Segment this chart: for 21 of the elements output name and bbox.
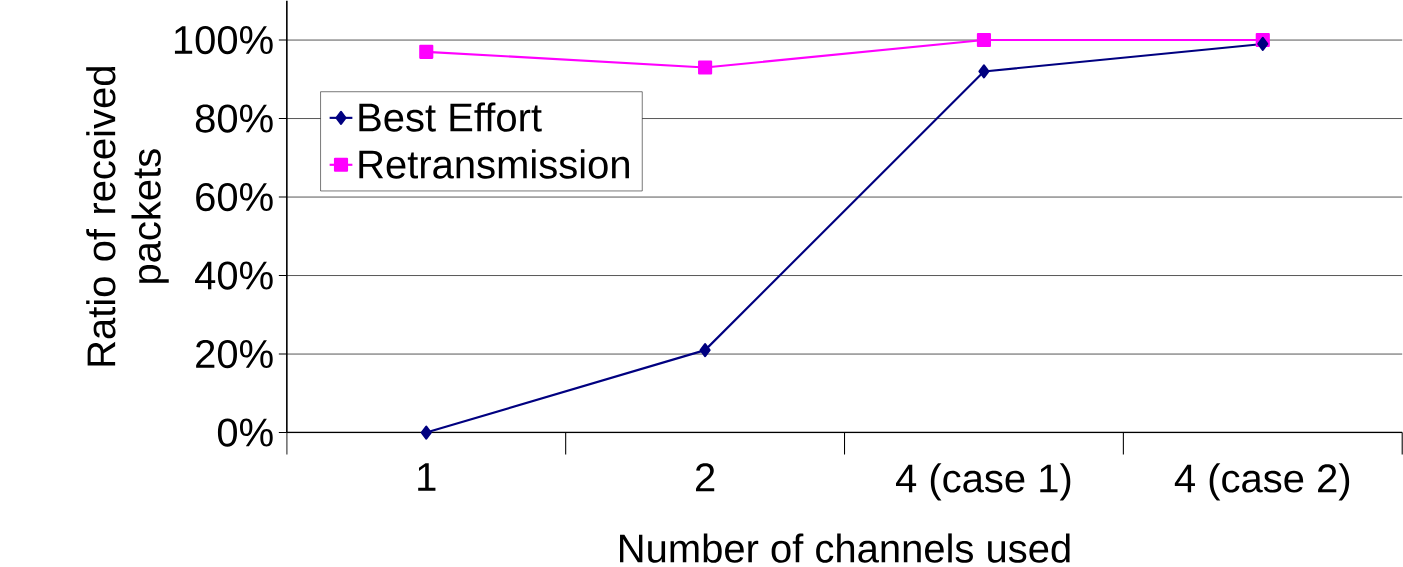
point (978, 64, 990, 79)
point (420, 425, 432, 440)
x-tick-label: 2 (695, 463, 715, 491)
y-tick-label: 100% (174, 25, 273, 54)
x-tick-label: 1 (418, 463, 436, 491)
y-tick-label: 20% (196, 339, 273, 368)
y-tick-label: 60% (196, 182, 273, 211)
point (698, 60, 713, 75)
point (419, 44, 434, 59)
x-tick-label: 4 (case 1) (895, 463, 1071, 501)
legend-label: Retransmission (359, 149, 629, 179)
y-axis-title: Ratio of received packets (86, 66, 169, 366)
point (976, 32, 992, 47)
point (699, 342, 711, 357)
legend-label: Best Effort (359, 102, 542, 132)
point (1257, 36, 1269, 51)
x-axis-title: Number of channels used (620, 533, 1070, 563)
x-tick-label: 4 (case 2) (1174, 463, 1350, 501)
y-tick-label: 40% (195, 261, 273, 290)
y-tick-label: 0% (217, 418, 273, 447)
y-tick-label: 80% (195, 104, 273, 133)
